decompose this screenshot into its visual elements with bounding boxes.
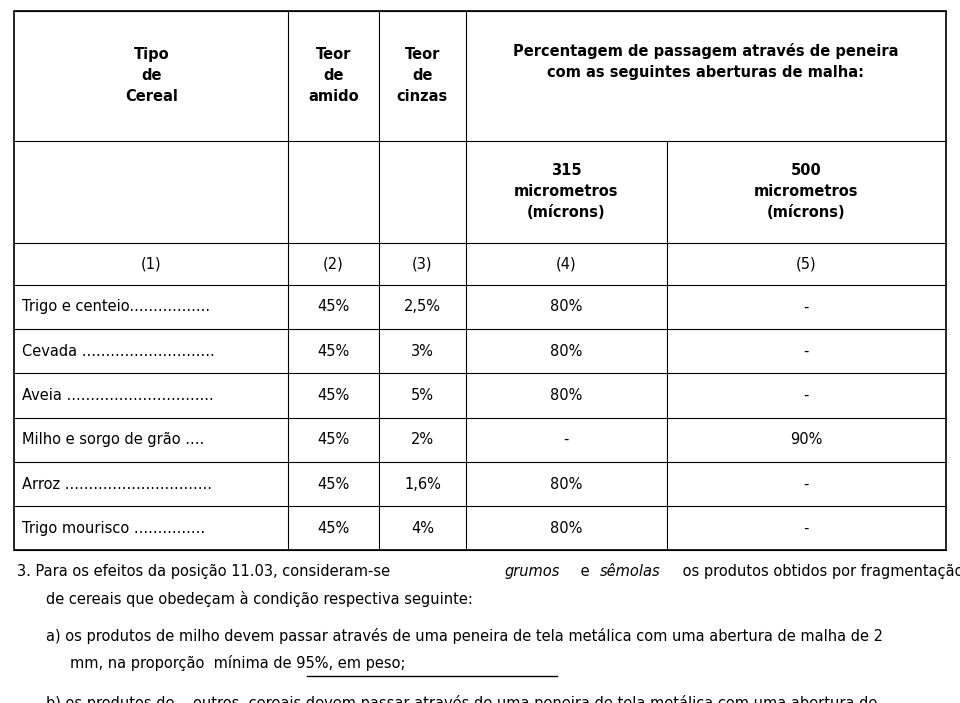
Text: Tipo
de
Cereal: Tipo de Cereal [125, 47, 178, 104]
Text: -: - [564, 432, 569, 447]
Text: -: - [804, 477, 809, 491]
Text: sêmolas: sêmolas [600, 564, 660, 579]
Text: -: - [804, 388, 809, 403]
Bar [14, 11, 946, 550]
Text: 80%: 80% [550, 521, 583, 536]
Text: 80%: 80% [550, 344, 583, 359]
Text: 45%: 45% [318, 432, 349, 447]
Text: e: e [576, 564, 594, 579]
Text: 5%: 5% [411, 388, 434, 403]
Text: Milho e sorgo de grão ....: Milho e sorgo de grão .... [22, 432, 204, 447]
Text: 45%: 45% [318, 521, 349, 536]
Text: Percentagem de passagem através de peneira
com as seguintes aberturas de malha:: Percentagem de passagem através de penei… [513, 43, 899, 80]
Text: Arroz ...............................: Arroz ............................... [22, 477, 212, 491]
Text: Teor
de
cinzas: Teor de cinzas [396, 47, 448, 104]
Text: Trigo e centeio.................: Trigo e centeio................. [22, 299, 210, 314]
Text: a) os produtos de milho devem passar através de uma peneira de tela metálica com: a) os produtos de milho devem passar atr… [46, 628, 883, 645]
Text: 45%: 45% [318, 299, 349, 314]
Text: 3. Para os efeitos da posição 11.03, consideram-se: 3. Para os efeitos da posição 11.03, con… [17, 564, 395, 579]
Text: Trigo mourisco ...............: Trigo mourisco ............... [22, 521, 205, 536]
Text: 45%: 45% [318, 477, 349, 491]
Text: -: - [804, 344, 809, 359]
Text: Aveia ...............................: Aveia ............................... [22, 388, 214, 403]
Text: 315
micrometros
(mícrons): 315 micrometros (mícrons) [515, 163, 618, 220]
Text: (5): (5) [796, 256, 817, 271]
Text: grumos: grumos [505, 564, 560, 579]
Text: -: - [804, 299, 809, 314]
Text: 80%: 80% [550, 477, 583, 491]
Text: 2,5%: 2,5% [404, 299, 441, 314]
Text: de cereais que obedeçam à condição respectiva seguinte:: de cereais que obedeçam à condição respe… [46, 591, 473, 607]
Text: b) os produtos de    outros  cereais devem passar através de uma peneira de tela: b) os produtos de outros cereais devem p… [46, 695, 877, 703]
Text: 3%: 3% [411, 344, 434, 359]
Text: -: - [804, 521, 809, 536]
Text: 90%: 90% [790, 432, 823, 447]
Text: 4%: 4% [411, 521, 434, 536]
Text: mm, na proporção  mínima de 95%, em peso;: mm, na proporção mínima de 95%, em peso; [70, 655, 405, 671]
Text: 80%: 80% [550, 388, 583, 403]
Text: (3): (3) [412, 256, 433, 271]
Text: 500
micrometros
(mícrons): 500 micrometros (mícrons) [755, 163, 858, 220]
Text: 1,6%: 1,6% [404, 477, 441, 491]
Text: 2%: 2% [411, 432, 434, 447]
Text: Cevada ............................: Cevada ............................ [22, 344, 215, 359]
Text: Teor
de
amido: Teor de amido [308, 47, 359, 104]
Text: os produtos obtidos por fragmentação dos grãos: os produtos obtidos por fragmentação dos… [678, 564, 960, 579]
Text: (4): (4) [556, 256, 577, 271]
Text: 80%: 80% [550, 299, 583, 314]
Text: 45%: 45% [318, 344, 349, 359]
Text: 45%: 45% [318, 388, 349, 403]
Text: (1): (1) [141, 256, 161, 271]
Text: (2): (2) [324, 256, 344, 271]
